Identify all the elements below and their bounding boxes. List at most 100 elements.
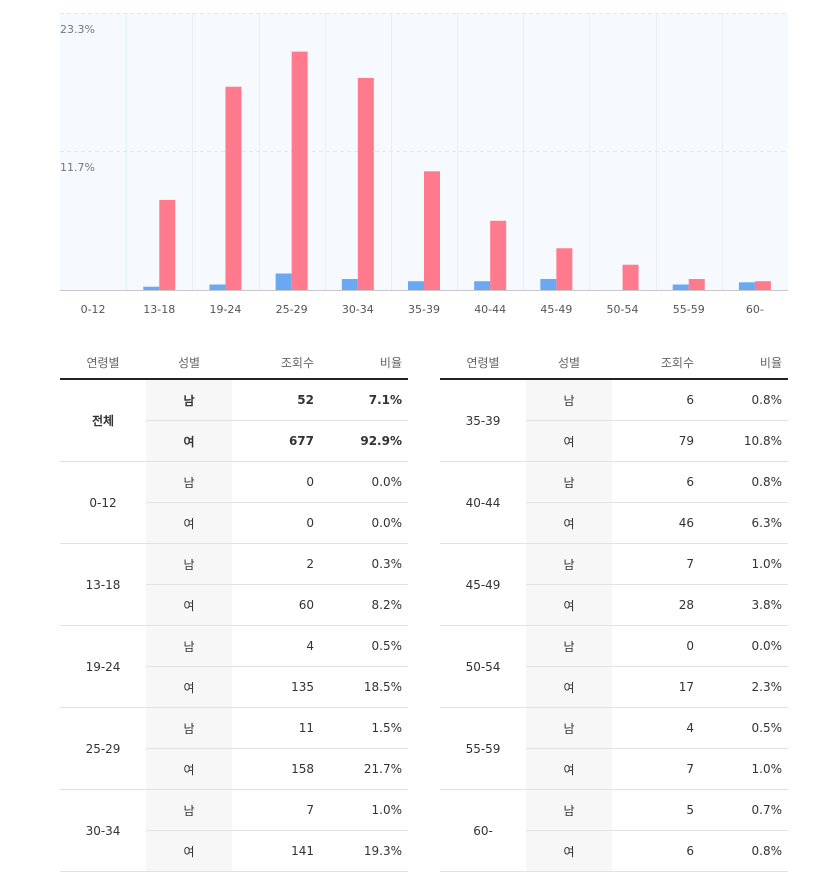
- views-cell: 0: [612, 625, 700, 667]
- age-group-cell: 50-54: [440, 625, 526, 708]
- table-row: 35-39 남 6 0.8%: [440, 379, 788, 462]
- views-cell: 158: [232, 748, 320, 790]
- ratio-cell: 0.5%: [320, 625, 408, 667]
- header-ratio: 비율: [700, 346, 788, 380]
- ratio-cell: 8.2%: [320, 584, 408, 626]
- table-row: 여 7 1.0%: [440, 748, 788, 790]
- ratio-cell: 92.9%: [320, 420, 408, 462]
- views-cell: 7: [232, 789, 320, 831]
- stats-table-left: 연령별 성별 조회수 비율 전체 남 52 7.1% 여 677 92.9% 0-12 남 0 0.…: [60, 346, 408, 872]
- bar-male-35-39: [408, 281, 424, 290]
- ratio-cell: 0.8%: [700, 461, 788, 503]
- gender-cell: 남: [146, 461, 232, 503]
- header-age: 연령별: [440, 346, 526, 380]
- views-cell: 17: [612, 666, 700, 708]
- table-row: 여 135 18.5%: [60, 666, 408, 708]
- age-group-cell: 30-34: [60, 789, 146, 872]
- age-group-cell: 60-: [440, 789, 526, 872]
- table-row: 여 17 2.3%: [440, 666, 788, 708]
- gender-cell: 남: [146, 789, 232, 831]
- bar-female-50-54: [622, 264, 639, 290]
- gender-cell: 여: [526, 584, 612, 626]
- x-tick-label: 19-24: [209, 303, 241, 316]
- table-row: 60- 남 5 0.7%: [440, 789, 788, 872]
- table-row: 여 141 19.3%: [60, 830, 408, 872]
- ratio-cell: 18.5%: [320, 666, 408, 708]
- table-body: 35-39 남 6 0.8% 여 79 10.8% 40-44 남 6 0.8% 여 46 6.3% 45-…: [440, 379, 788, 872]
- ratio-cell: 0.8%: [700, 379, 788, 421]
- views-cell: 11: [232, 707, 320, 749]
- views-cell: 0: [232, 502, 320, 544]
- gender-cell: 남: [526, 707, 612, 749]
- bar-female-60-: [754, 281, 771, 290]
- x-axis-labels: 0-12 13-18 19-24 25-29 30-34 35-39 40-44 45-49 5…: [81, 303, 764, 316]
- table-row: 전체 남 52 7.1%: [60, 379, 408, 462]
- table-row: 55-59 남 4 0.5%: [440, 707, 788, 790]
- table-row: 여 158 21.7%: [60, 748, 408, 790]
- age-group-cell: 25-29: [60, 707, 146, 790]
- table-header-row: 연령별 성별 조회수 비율: [60, 346, 408, 380]
- table-row: 여 0 0.0%: [60, 502, 408, 544]
- table-row: 50-54 남 0 0.0%: [440, 625, 788, 708]
- views-cell: 135: [232, 666, 320, 708]
- gender-cell: 남: [146, 707, 232, 749]
- ratio-cell: 0.0%: [700, 625, 788, 667]
- gender-cell: 남: [526, 379, 612, 421]
- ratio-cell: 0.7%: [700, 789, 788, 831]
- views-cell: 6: [612, 379, 700, 421]
- table-header-row: 연령별 성별 조회수 비율: [440, 346, 788, 380]
- ratio-cell: 0.8%: [700, 830, 788, 872]
- gender-cell: 남: [146, 379, 232, 421]
- table-row: 25-29 남 11 1.5%: [60, 707, 408, 790]
- gender-cell: 여: [146, 420, 232, 462]
- age-gender-bar-chart: 23.3% 11.7% 0-12 13-18 19-24 25-29 30-34 35-3…: [60, 13, 788, 316]
- ratio-cell: 2.3%: [700, 666, 788, 708]
- table-row: 0-12 남 0 0.0%: [60, 461, 408, 544]
- header-views: 조회수: [612, 346, 700, 380]
- age-group-cell: 전체: [60, 379, 146, 462]
- table-row: 여 60 8.2%: [60, 584, 408, 626]
- ratio-cell: 1.0%: [320, 789, 408, 831]
- ratio-cell: 21.7%: [320, 748, 408, 790]
- views-cell: 677: [232, 420, 320, 462]
- gender-cell: 남: [526, 789, 612, 831]
- bar-male-55-59: [672, 284, 689, 290]
- ratio-cell: 1.5%: [320, 707, 408, 749]
- gender-cell: 여: [146, 502, 232, 544]
- table-row: 여 79 10.8%: [440, 420, 788, 462]
- gender-cell: 여: [526, 748, 612, 790]
- views-cell: 6: [612, 461, 700, 503]
- header-age: 연령별: [60, 346, 146, 380]
- views-cell: 5: [612, 789, 700, 831]
- gender-cell: 여: [526, 502, 612, 544]
- x-tick-label: 60-: [746, 303, 764, 316]
- table-row: 여 6 0.8%: [440, 830, 788, 872]
- views-cell: 28: [612, 584, 700, 626]
- table-body: 전체 남 52 7.1% 여 677 92.9% 0-12 남 0 0.0% 여 0 0.0% 13-18 남…: [60, 379, 408, 872]
- bars: [143, 51, 771, 291]
- x-tick-label: 25-29: [276, 303, 308, 316]
- y-tick-mid: 11.7%: [60, 161, 95, 174]
- views-cell: 2: [232, 543, 320, 585]
- bar-female-25-29: [291, 51, 308, 290]
- age-group-cell: 45-49: [440, 543, 526, 626]
- table-row: 여 46 6.3%: [440, 502, 788, 544]
- gender-cell: 남: [526, 625, 612, 667]
- x-tick-label: 30-34: [342, 303, 374, 316]
- views-cell: 46: [612, 502, 700, 544]
- ratio-cell: 1.0%: [700, 543, 788, 585]
- views-cell: 141: [232, 830, 320, 872]
- x-tick-label: 55-59: [673, 303, 705, 316]
- gender-cell: 여: [526, 666, 612, 708]
- gender-cell: 여: [526, 830, 612, 872]
- gender-cell: 여: [526, 420, 612, 462]
- bar-female-35-39: [424, 171, 440, 290]
- header-ratio: 비율: [320, 346, 408, 380]
- ratio-cell: 10.8%: [700, 420, 788, 462]
- ratio-cell: 7.1%: [320, 379, 408, 421]
- bar-female-13-18: [159, 199, 176, 290]
- bar-female-45-49: [556, 248, 573, 290]
- gender-cell: 남: [526, 461, 612, 503]
- bar-female-19-24: [225, 86, 242, 291]
- table-row: 40-44 남 6 0.8%: [440, 461, 788, 544]
